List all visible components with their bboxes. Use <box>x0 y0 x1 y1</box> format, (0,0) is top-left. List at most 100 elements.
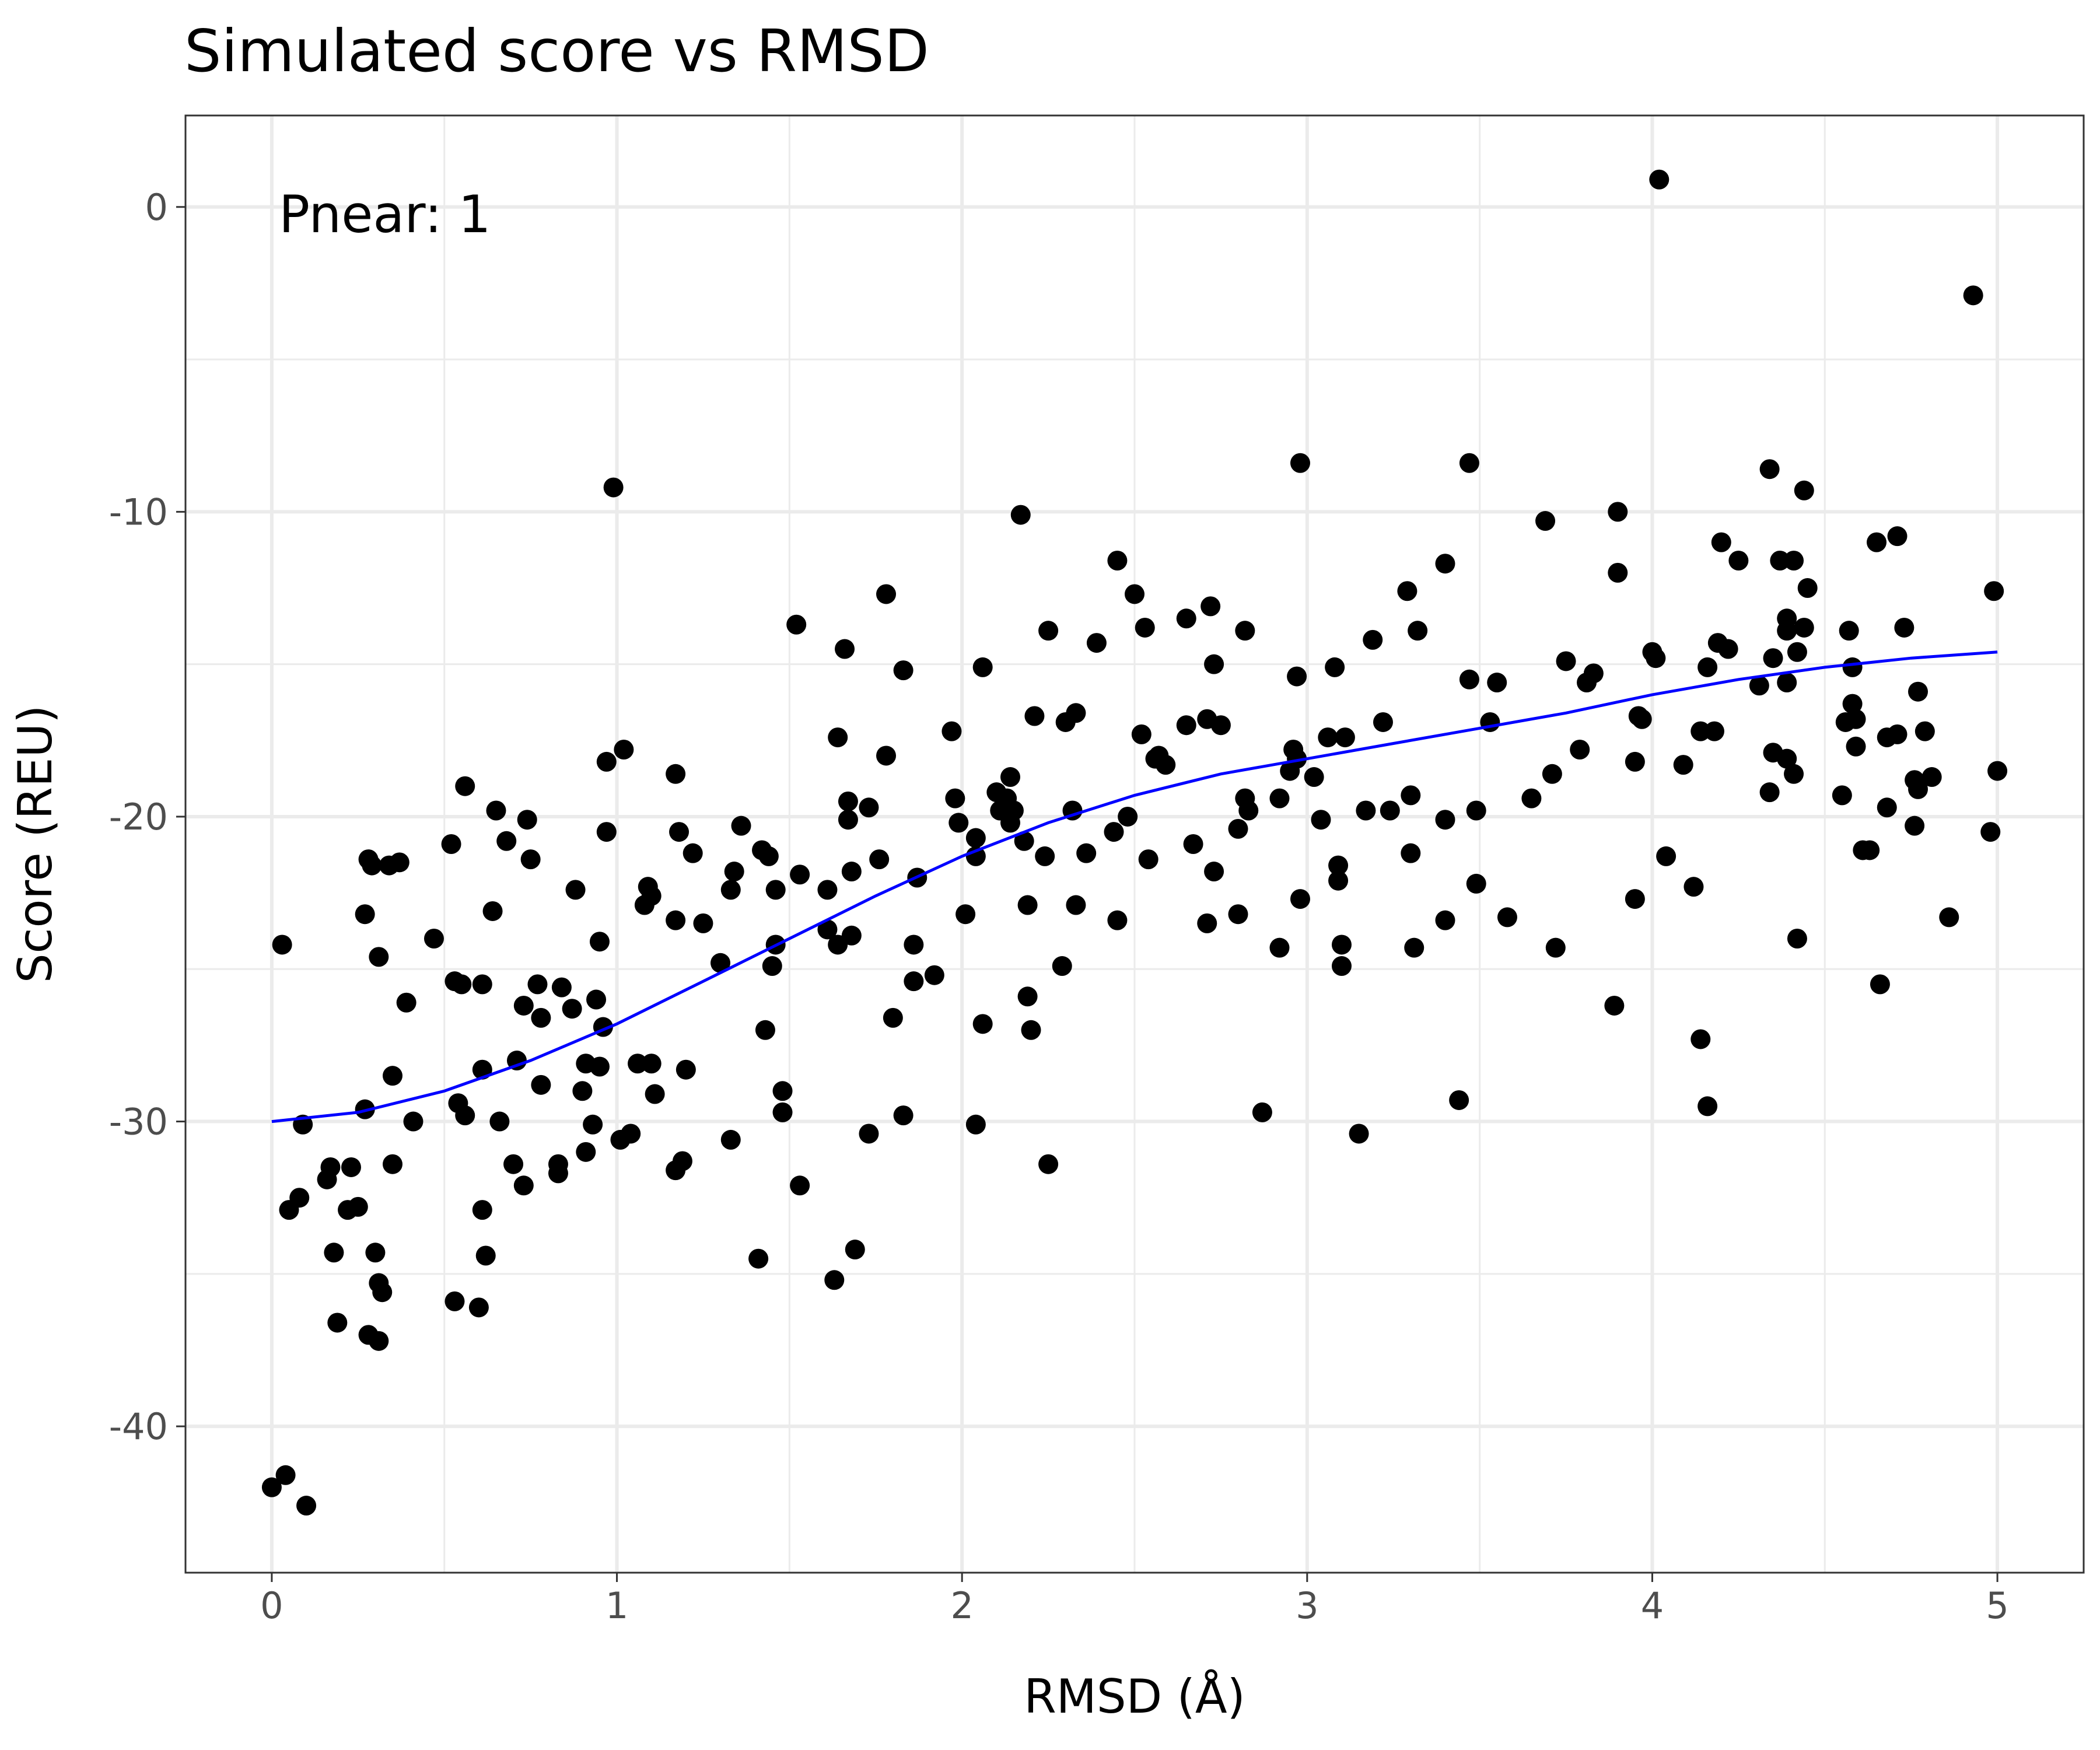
data-point <box>1331 935 1352 955</box>
data-point <box>586 989 607 1010</box>
x-tick-label: 0 <box>260 1584 283 1627</box>
pnear-annotation: Pnear: 1 <box>279 184 491 244</box>
data-point <box>772 1102 793 1122</box>
data-point <box>1331 956 1352 977</box>
data-point <box>1449 1090 1469 1110</box>
data-point <box>1939 907 1959 928</box>
plot-panel-border <box>184 114 2085 1574</box>
data-point <box>720 880 741 900</box>
data-point <box>1608 502 1628 522</box>
x-tick-label: 4 <box>1641 1584 1664 1627</box>
data-point <box>1176 715 1196 736</box>
data-point <box>682 843 703 863</box>
y-tick-label: -10 <box>109 491 168 533</box>
data-point <box>1404 937 1424 958</box>
y-tick-label: -30 <box>109 1101 168 1143</box>
data-point <box>666 910 686 930</box>
data-point <box>1684 877 1704 897</box>
data-point <box>1356 800 1376 821</box>
data-point <box>845 1240 865 1260</box>
y-tick-label: 0 <box>145 186 168 229</box>
data-point <box>1487 673 1507 693</box>
data-point <box>1435 810 1455 830</box>
data-point <box>1842 694 1863 714</box>
data-point <box>1014 831 1034 851</box>
data-point <box>876 584 897 604</box>
data-point <box>942 721 962 741</box>
data-point <box>1401 785 1421 806</box>
data-point <box>424 929 444 949</box>
data-point <box>1905 816 1925 836</box>
data-point <box>1235 621 1255 641</box>
data-point <box>1311 810 1331 830</box>
data-point <box>1794 480 1814 501</box>
data-point <box>666 764 686 784</box>
data-point <box>1200 596 1221 617</box>
data-point <box>1204 654 1224 674</box>
data-point <box>1777 673 1797 693</box>
data-point <box>1349 1124 1369 1144</box>
data-point <box>824 1270 845 1290</box>
data-point <box>1535 511 1556 531</box>
data-point <box>1010 505 1031 525</box>
data-point <box>817 919 838 940</box>
data-point <box>1625 751 1645 772</box>
data-point <box>1763 648 1783 668</box>
data-point <box>731 816 751 836</box>
data-point <box>838 810 858 830</box>
data-point <box>441 834 461 854</box>
data-point <box>396 992 416 1013</box>
data-point <box>1867 532 1887 552</box>
data-point <box>672 1151 692 1171</box>
data-point <box>551 977 572 998</box>
data-point <box>1987 761 2008 781</box>
data-point <box>455 776 475 796</box>
data-point <box>1908 681 1929 702</box>
data-point <box>389 852 410 873</box>
data-point <box>482 901 503 921</box>
data-point <box>565 880 586 900</box>
data-point <box>949 813 969 833</box>
data-point <box>790 1175 810 1196</box>
data-point <box>859 797 879 818</box>
data-point <box>841 925 862 946</box>
data-point <box>1690 1029 1711 1049</box>
data-point <box>1287 666 1307 687</box>
data-point <box>1922 767 1942 788</box>
data-point <box>1204 862 1224 882</box>
fit-curve <box>271 650 1998 1124</box>
data-point <box>710 953 731 973</box>
data-point <box>645 1084 665 1104</box>
data-point <box>1156 755 1176 775</box>
data-point <box>1325 657 1345 677</box>
data-point <box>1024 706 1045 726</box>
data-point <box>904 971 924 992</box>
data-point <box>1238 800 1259 821</box>
data-point <box>1066 895 1086 915</box>
data-point <box>758 846 779 866</box>
data-point <box>1759 459 1780 480</box>
data-point <box>1608 562 1628 583</box>
data-point <box>1846 709 1866 729</box>
data-point <box>513 1175 534 1196</box>
data-point <box>527 974 548 995</box>
data-point <box>893 1105 914 1126</box>
data-point <box>1704 721 1724 741</box>
data-point <box>641 1054 662 1074</box>
data-point <box>1784 550 1804 570</box>
data-point <box>1832 785 1852 806</box>
data-point <box>956 904 976 925</box>
y-axis-title: Score (REU) <box>8 705 62 984</box>
data-point <box>1784 764 1804 784</box>
data-point <box>272 935 292 955</box>
data-point <box>876 746 897 766</box>
data-point <box>489 1111 510 1132</box>
data-point <box>1328 870 1349 891</box>
data-point <box>1787 929 1807 949</box>
data-point <box>965 828 986 848</box>
data-point <box>1542 764 1562 784</box>
data-point <box>762 956 782 977</box>
data-point <box>1787 642 1807 662</box>
data-point <box>841 862 862 882</box>
data-point <box>475 1245 496 1266</box>
